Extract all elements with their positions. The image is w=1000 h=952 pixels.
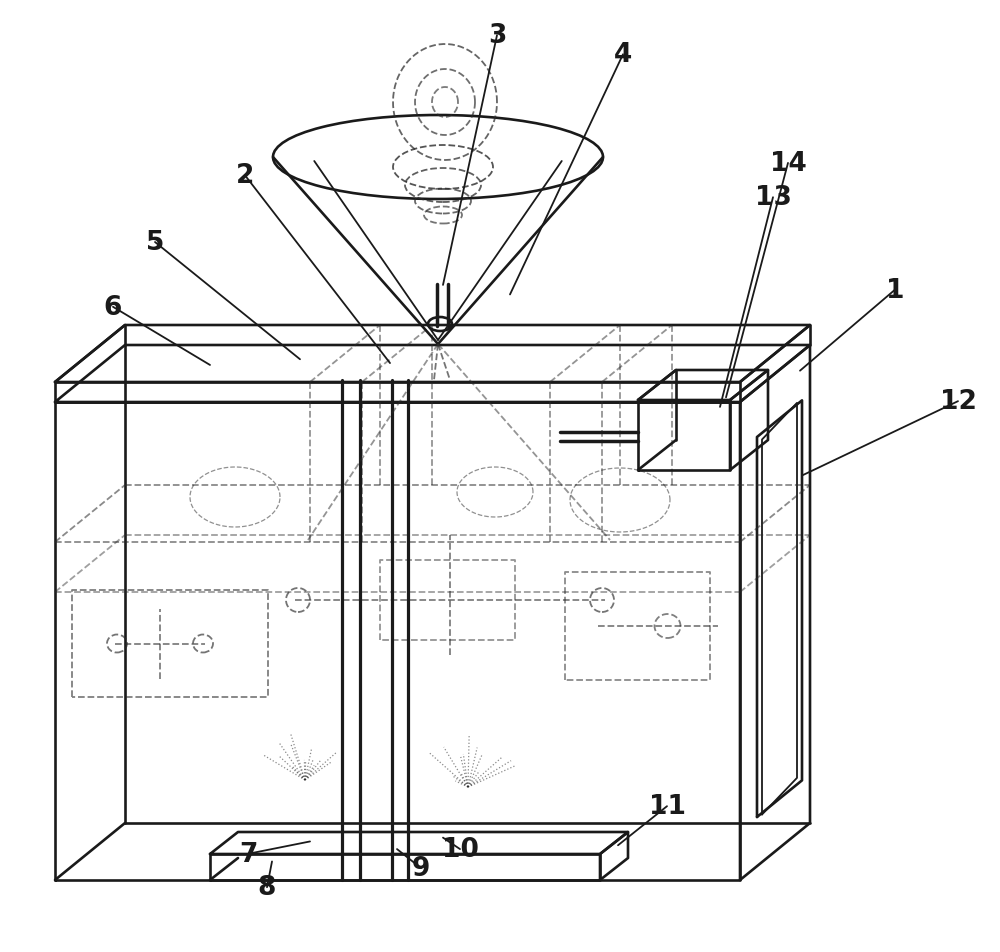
Text: 3: 3 xyxy=(488,23,506,50)
Text: 12: 12 xyxy=(940,388,976,415)
Text: 14: 14 xyxy=(770,150,806,177)
Text: 5: 5 xyxy=(146,229,164,256)
Text: 6: 6 xyxy=(104,294,122,321)
Text: 7: 7 xyxy=(239,841,257,867)
Text: 10: 10 xyxy=(442,836,478,863)
Text: 9: 9 xyxy=(412,855,430,882)
Text: 1: 1 xyxy=(886,277,904,304)
Text: 8: 8 xyxy=(258,874,276,901)
Text: 2: 2 xyxy=(236,163,254,189)
Text: 4: 4 xyxy=(614,42,632,69)
Text: 11: 11 xyxy=(648,793,686,820)
Text: 13: 13 xyxy=(755,185,791,211)
